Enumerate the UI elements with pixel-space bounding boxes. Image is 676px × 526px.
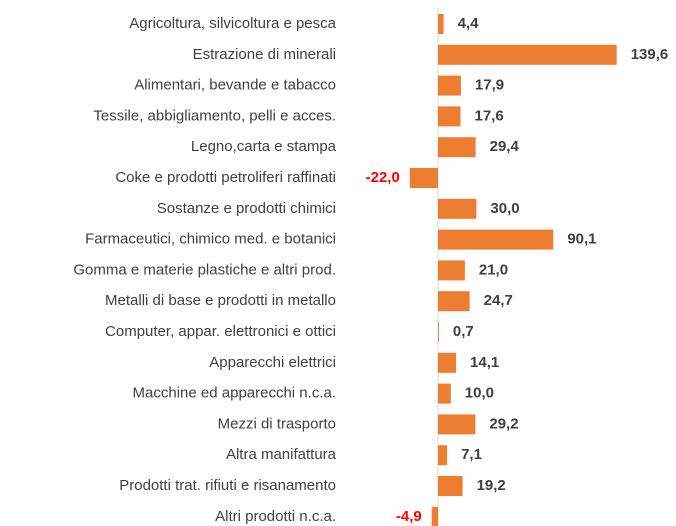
bar (438, 445, 448, 466)
bar (438, 106, 461, 127)
value-label: 10,0 (465, 385, 494, 402)
value-label: 21,0 (479, 261, 508, 278)
bar (438, 476, 463, 496)
category-label: Macchine ed apparecchi n.c.a. (133, 385, 336, 402)
value-label: 14,1 (470, 354, 499, 371)
category-label: Gomma e materie plastiche e altri prod. (73, 261, 336, 278)
bar (438, 322, 439, 342)
value-label: 7,1 (461, 446, 482, 463)
bar (438, 75, 461, 96)
category-label: Legno,carta e stampa (191, 138, 337, 155)
category-label: Computer, appar. elettronici e ottici (105, 323, 336, 340)
bar (438, 198, 477, 219)
bar (438, 414, 476, 435)
bar (438, 383, 451, 404)
value-label: 17,9 (475, 77, 504, 94)
bar (438, 44, 617, 65)
bar (438, 14, 444, 34)
value-label: -4,9 (396, 508, 422, 525)
value-label: 30,0 (490, 200, 519, 217)
value-label: 0,7 (453, 323, 474, 340)
category-label: Mezzi di trasporto (218, 415, 336, 432)
value-label: 29,4 (490, 138, 520, 155)
category-label: Metalli di base e prodotti in metallo (105, 292, 336, 309)
category-label: Tessile, abbigliamento, pelli e acces. (93, 107, 336, 124)
category-label: Prodotti trat. rifiuti e risanamento (119, 477, 336, 494)
bar (438, 352, 457, 373)
value-label: 4,4 (458, 15, 480, 32)
value-label: 24,7 (484, 292, 513, 309)
value-label: 29,2 (489, 415, 518, 432)
value-label: 90,1 (567, 231, 596, 248)
bar (438, 137, 476, 158)
category-label: Alimentari, bevande e tabacco (134, 77, 336, 94)
category-label: Altri prodotti n.c.a. (215, 508, 336, 525)
value-label: 19,2 (477, 477, 506, 494)
bar (438, 291, 470, 312)
value-label: -22,0 (366, 169, 400, 186)
category-label: Apparecchi elettrici (209, 354, 336, 371)
bar (431, 506, 438, 526)
bar (409, 168, 438, 188)
value-label: 139,6 (631, 46, 669, 63)
category-label: Agricoltura, silvicoltura e pesca (129, 15, 336, 32)
category-label: Altra manifattura (226, 446, 337, 463)
category-label: Coke e prodotti petroliferi raffinati (115, 169, 336, 186)
category-label: Sostanze e prodotti chimici (157, 200, 336, 217)
bar (438, 229, 554, 250)
bar (438, 260, 465, 281)
category-label: Estrazione di minerali (193, 46, 336, 63)
value-label: 17,6 (475, 107, 504, 124)
category-label: Farmaceutici, chimico med. e botanici (85, 231, 336, 248)
